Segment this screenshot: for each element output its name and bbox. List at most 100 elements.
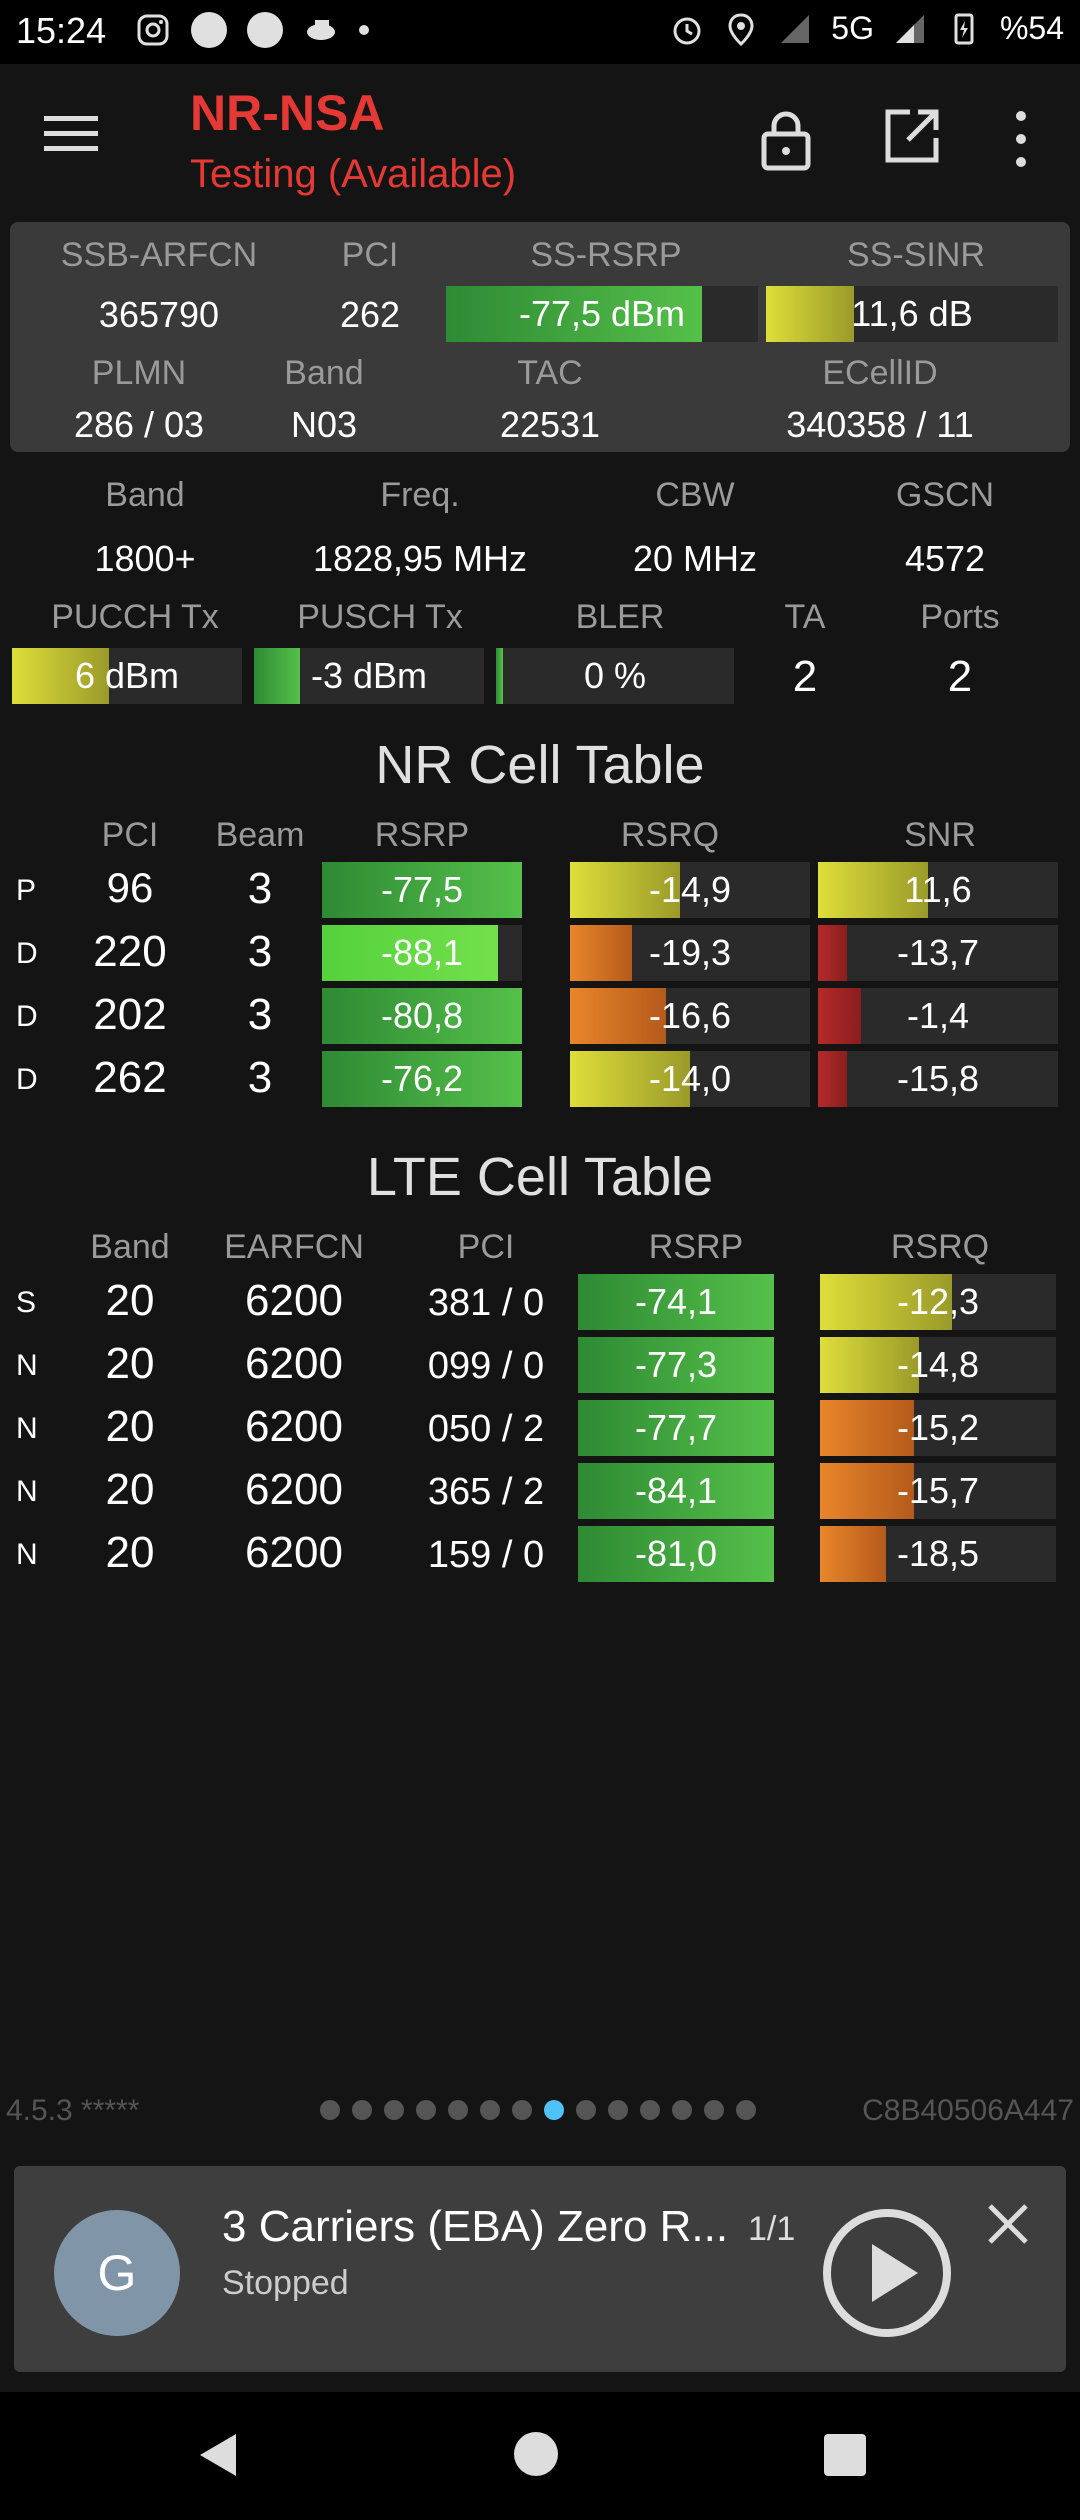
media-player[interactable]: G 3 Carriers (EBA) Zero R... 1/1 Stopped [14, 2166, 1066, 2372]
page-dot[interactable] [576, 2100, 596, 2120]
nr-header-pci: PCI [101, 816, 159, 854]
location-icon [728, 12, 754, 46]
page-dot[interactable] [320, 2100, 340, 2120]
rsrq-bar-value: -18,5 [896, 1533, 980, 1574]
rsrq-bar: -15,7 [820, 1463, 1056, 1519]
row-band: 20 [105, 1276, 155, 1325]
more-options-icon[interactable] [1006, 108, 1036, 170]
info-band-label: Band [105, 476, 185, 514]
rsrq-bar-fill [570, 988, 666, 1044]
pci-value: 262 [339, 294, 401, 335]
page-dot[interactable] [480, 2100, 500, 2120]
row-band: 20 [105, 1402, 155, 1451]
more-notifications-icon [359, 25, 369, 35]
rsrp-bar: -77,3 [578, 1337, 774, 1393]
rsrq-bar-fill [820, 1274, 953, 1330]
rsrp-value: -77,5 dBm [518, 293, 686, 334]
rsrq-bar-value: -16,6 [648, 995, 732, 1036]
home-icon[interactable] [514, 2432, 558, 2476]
rsrq-bar-fill [820, 1463, 915, 1519]
navigation-bar [0, 2392, 1080, 2520]
sinr-bar: 11,6 dB [766, 286, 1058, 342]
back-icon[interactable] [196, 2430, 240, 2480]
row-earfcn: 6200 [245, 1528, 343, 1577]
row-earfcn: 6200 [245, 1402, 343, 1451]
page-dot[interactable] [608, 2100, 628, 2120]
row-type: N [16, 1475, 38, 1508]
snr-bar-value: -1,4 [906, 995, 970, 1036]
app-version: 4.5.3 ***** [6, 2094, 140, 2127]
info-cbw-label: CBW [655, 476, 735, 514]
snr-bar: -1,4 [818, 988, 1058, 1044]
row-earfcn: 6200 [245, 1276, 343, 1325]
nr-table-title: NR Cell Table [375, 735, 705, 795]
page-dot[interactable] [544, 2100, 564, 2120]
row-type: N [16, 1538, 38, 1571]
row-type: D [16, 937, 38, 970]
pucch-bar-fill [12, 648, 109, 704]
menu-icon[interactable] [44, 114, 98, 154]
app-bar: NR-NSA Testing (Available) [0, 64, 1080, 214]
status-time: 15:24 [16, 10, 107, 51]
signal-strength-icon [895, 14, 924, 43]
rsrp-bar-value: -84,1 [634, 1470, 718, 1511]
nr-header-snr: SNR [904, 816, 976, 854]
page-dot[interactable] [736, 2100, 756, 2120]
page-indicator[interactable] [320, 2100, 756, 2120]
play-icon[interactable] [820, 2206, 954, 2340]
page-dot[interactable] [384, 2100, 404, 2120]
snr-bar-fill [818, 1051, 847, 1107]
page-dot[interactable] [512, 2100, 532, 2120]
row-type: D [16, 1000, 38, 1033]
info-freq-label: Freq. [380, 476, 460, 514]
signal-icon [781, 14, 810, 43]
rsrq-bar: -12,3 [820, 1274, 1056, 1330]
rsrq-bar: -14,9 [570, 862, 810, 918]
ta-value: 2 [792, 652, 818, 701]
pci-label: PCI [341, 236, 399, 274]
page-dot[interactable] [640, 2100, 660, 2120]
close-icon[interactable] [986, 2202, 1030, 2246]
bler-bar-fill [496, 648, 504, 704]
rsrp-bar-value: -80,8 [380, 995, 464, 1036]
recent-apps-icon[interactable] [824, 2434, 866, 2476]
row-pci: 099 / 0 [427, 1345, 545, 1387]
rsrp-bar-fill [322, 925, 498, 981]
sinr-value: 11,6 dB [851, 293, 973, 334]
lte-header-rsrp: RSRP [648, 1228, 744, 1266]
rsrq-bar-value: -12,3 [896, 1281, 980, 1322]
page-dot[interactable] [352, 2100, 372, 2120]
rsrq-bar-fill [820, 1400, 915, 1456]
rsrp-bar-fill [578, 1463, 774, 1519]
rsrq-bar-value: -14,9 [648, 869, 732, 910]
snr-bar-fill [818, 988, 862, 1044]
rsrp-bar-fill [578, 1274, 774, 1330]
rsrp-bar-value: -77,5 [380, 869, 464, 910]
open-external-icon[interactable] [882, 106, 942, 166]
row-earfcn: 6200 [245, 1339, 343, 1388]
pusch-bar-fill [254, 648, 300, 704]
info-cbw-value: 20 MHz [632, 538, 758, 579]
row-pci: 050 / 2 [427, 1408, 545, 1450]
bler-label: BLER [575, 598, 665, 636]
alarm-icon [673, 17, 701, 44]
rsrp-bar: -77,5 dBm [446, 286, 758, 342]
page-dot[interactable] [416, 2100, 436, 2120]
rsrq-bar: -15,2 [820, 1400, 1056, 1456]
rsrp-bar-fill [446, 286, 702, 342]
arfcn-value: 365790 [98, 294, 220, 335]
rsrp-bar: -74,1 [578, 1274, 774, 1330]
snr-bar-value: -13,7 [896, 932, 980, 973]
info-gscn-label: GSCN [895, 476, 995, 514]
pucch-bar: 6 dBm [12, 648, 242, 704]
notification-dot-icon [191, 12, 227, 48]
page-dot[interactable] [448, 2100, 468, 2120]
pusch-value: -3 dBm [310, 655, 428, 696]
page-dot[interactable] [704, 2100, 724, 2120]
rsrp-bar-fill [322, 988, 522, 1044]
rsrq-bar-fill [820, 1526, 887, 1582]
sinr-bar-fill [766, 286, 854, 342]
lock-icon[interactable] [758, 108, 814, 172]
page-dot[interactable] [672, 2100, 692, 2120]
pucch-value: 6 dBm [74, 655, 180, 696]
